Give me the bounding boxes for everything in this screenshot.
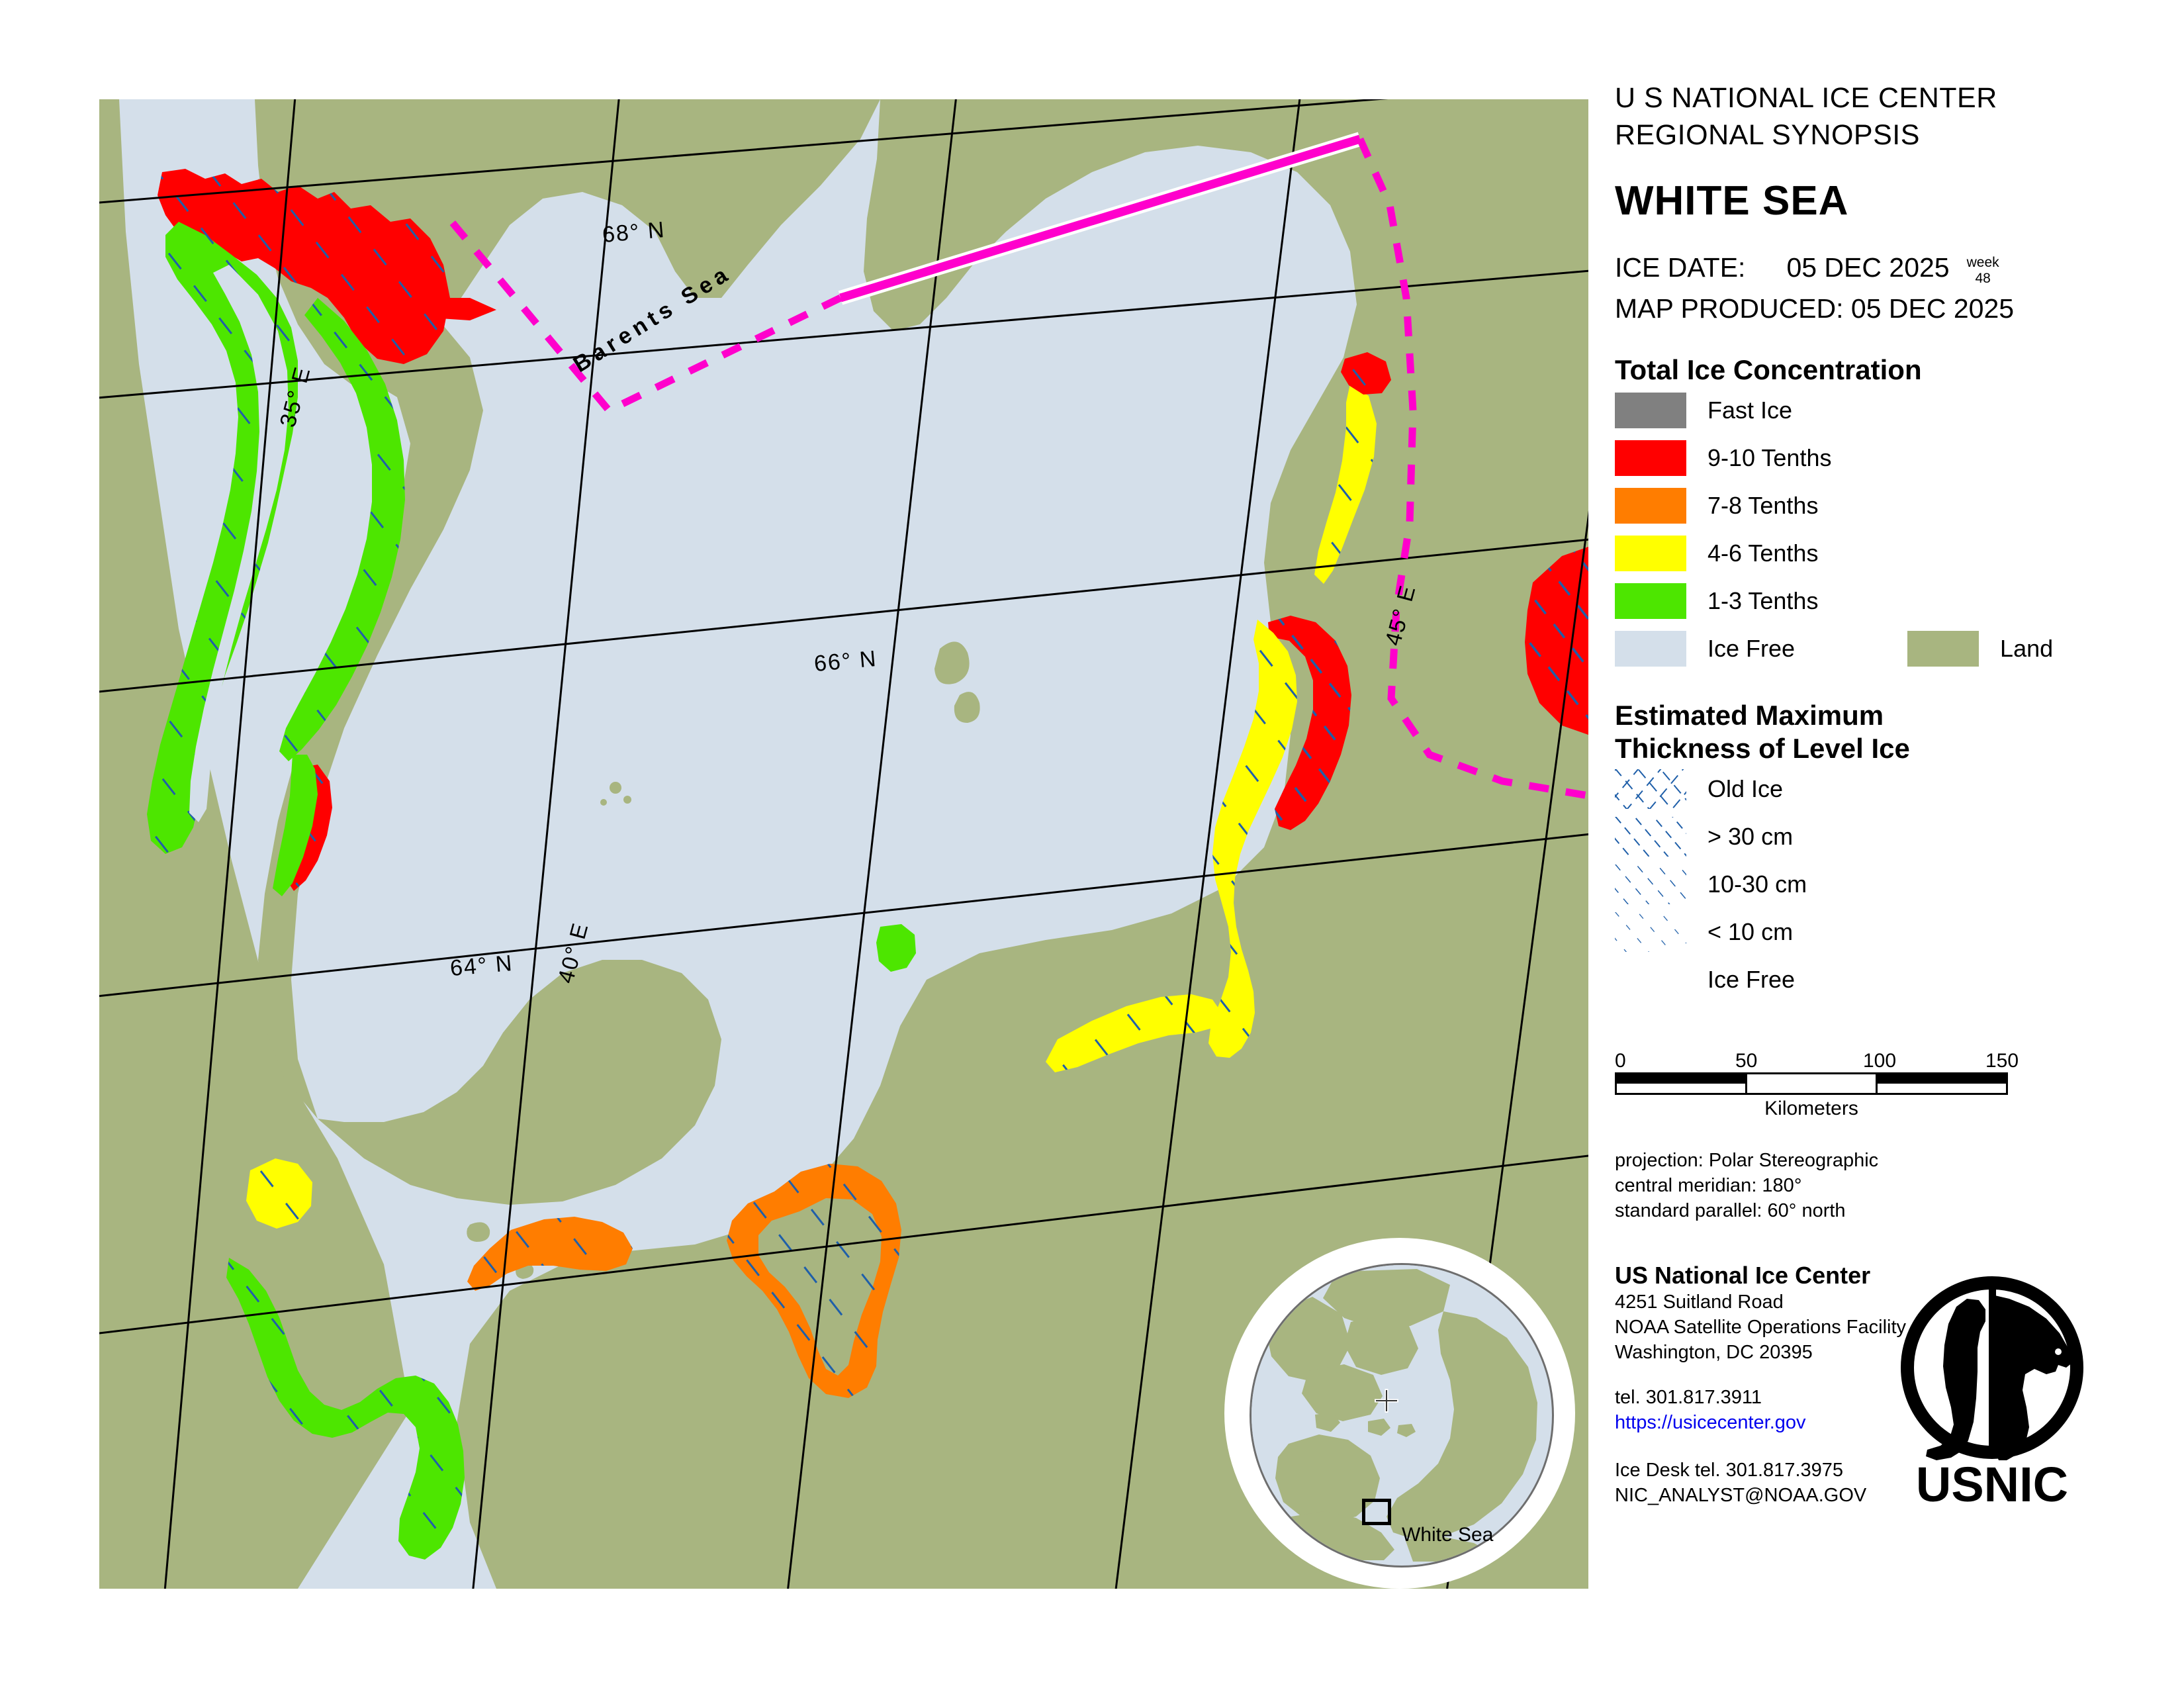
- legend-item-10-30[interactable]: 10-30 cm: [1615, 861, 2158, 908]
- legend-label-9-10: 9-10 Tenths: [1707, 444, 1832, 471]
- legend-item-9-10[interactable]: 9-10 Tenths: [1615, 434, 2158, 482]
- inset-label: White Sea: [1402, 1524, 1494, 1546]
- contact-address-3: Washington, DC 20395: [1615, 1342, 1813, 1363]
- legend-item-thickness-ice-free[interactable]: Ice Free: [1615, 956, 2158, 1004]
- region-boundary: [440, 132, 1588, 800]
- page-title: WHITE SEA: [1615, 178, 1849, 224]
- org-line-2: REGIONAL SYNOPSIS: [1615, 119, 1920, 151]
- week-number: 48: [1975, 271, 1991, 286]
- inset-extent-box: [1362, 1499, 1391, 1525]
- graticule-label-68n: 68° N: [601, 216, 666, 248]
- contact-block: US National Ice Center 4251 Suitland Roa…: [1615, 1262, 2158, 1512]
- hatch-swatch-lt10: [1615, 912, 1686, 952]
- projection-line-3: standard parallel: 60° north: [1615, 1200, 1846, 1221]
- legend-item-1-3[interactable]: 1-3 Tenths: [1615, 577, 2158, 625]
- legend-label-lt10: < 10 cm: [1707, 918, 1794, 945]
- graticule-label-64n: 64° N: [449, 950, 514, 982]
- ice-polygon-east: [1046, 352, 1588, 1072]
- scale-segment-2: [1747, 1074, 1878, 1093]
- hatch-swatch-gt30: [1615, 817, 1686, 857]
- ice-date-label: ICE DATE:: [1615, 252, 1746, 283]
- projection-info: projection: Polar Stereographic central …: [1615, 1148, 2158, 1223]
- legend-label-7-8: 7-8 Tenths: [1707, 492, 1819, 519]
- projection-line-1: projection: Polar Stereographic: [1615, 1150, 1879, 1171]
- hatch-swatch-ice-free: [1615, 960, 1686, 1000]
- legend-label-thickness-ice-free: Ice Free: [1707, 966, 1796, 993]
- ice-polygon-sw-yellow: [246, 1158, 312, 1229]
- legend-item-fast-ice[interactable]: Fast Ice: [1615, 387, 2158, 434]
- week-label: week: [1966, 255, 1999, 270]
- contact-tel: tel. 301.817.3911: [1615, 1387, 1762, 1408]
- legend-item-old-ice[interactable]: Old Ice: [1615, 765, 2158, 813]
- swatch-fast-ice: [1615, 393, 1686, 428]
- map-produced: MAP PRODUCED: 05 DEC 2025: [1615, 293, 2015, 324]
- swatch-1-3: [1615, 583, 1686, 619]
- scale-tick-50: 50: [1735, 1050, 1758, 1072]
- legend-label-1-3: 1-3 Tenths: [1707, 587, 1819, 614]
- scale-segment-3: [1878, 1074, 2006, 1093]
- ice-date-value: 05 DEC 2025: [1786, 252, 1950, 283]
- logo-text: USNIC: [1916, 1457, 2068, 1512]
- hatch-swatch-10-30: [1615, 865, 1686, 904]
- legend-item-4-6[interactable]: 4-6 Tenths: [1615, 530, 2158, 577]
- legend-label-4-6: 4-6 Tenths: [1707, 539, 1819, 567]
- legend-label-ice-free: Ice Free: [1707, 635, 1796, 662]
- scale-bar: [1615, 1072, 2008, 1095]
- scale-tick-150: 150: [1985, 1050, 2019, 1072]
- scale-tick-labels: 0 50 100 150: [1615, 1050, 2158, 1072]
- locator-inset[interactable]: White Sea: [1224, 1238, 1575, 1589]
- legend-label-10-30: 10-30 cm: [1707, 870, 1807, 898]
- ice-polygon-w-red: [273, 755, 332, 896]
- scale-bar-group: 0 50 100 150 Kilometers: [1615, 1050, 2158, 1120]
- logo-circle-icon: [1901, 1276, 2083, 1460]
- swatch-4-6: [1615, 536, 1686, 571]
- inset-globe: [1250, 1263, 1554, 1568]
- scale-units-label: Kilometers: [1764, 1098, 1858, 1119]
- swatch-9-10: [1615, 440, 1686, 476]
- map-canvas[interactable]: 68° N 35° E 66° N 45° E 40° E 64° N Bare…: [99, 99, 1588, 1589]
- hatch-swatch-old-ice: [1615, 769, 1686, 809]
- legend-item-land[interactable]: Land: [1907, 631, 2053, 667]
- map-graphics: [99, 99, 1588, 1589]
- contact-ice-desk: Ice Desk tel. 301.817.3975: [1615, 1460, 1844, 1481]
- contact-name: US National Ice Center: [1615, 1262, 1871, 1289]
- legend-label-old-ice: Old Ice: [1707, 775, 1784, 802]
- graticule-label-66n: 66° N: [813, 645, 878, 677]
- graticule-lines: [99, 99, 1588, 1589]
- ice-polygon-mid-green: [876, 924, 916, 972]
- legend-item-lt10[interactable]: < 10 cm: [1615, 908, 2158, 956]
- ice-date-row: ICE DATE: 05 DEC 2025 week 48: [1615, 252, 2158, 287]
- swatch-7-8: [1615, 488, 1686, 524]
- legend-item-7-8[interactable]: 7-8 Tenths: [1615, 482, 2158, 530]
- ice-polygon-group-nw: [158, 169, 496, 364]
- scale-tick-100: 100: [1863, 1050, 1897, 1072]
- contact-email[interactable]: NIC_ANALYST@NOAA.GOV: [1615, 1485, 1867, 1506]
- legend-label-fast-ice: Fast Ice: [1707, 397, 1793, 424]
- scale-segment-1: [1617, 1074, 1747, 1093]
- map-info-panel: U S NATIONAL ICE CENTER REGIONAL SYNOPSI…: [1615, 79, 2158, 1512]
- scale-tick-0: 0: [1615, 1050, 1626, 1072]
- thickness-legend-title-1: Estimated Maximum: [1615, 700, 1884, 731]
- org-line-1: U S NATIONAL ICE CENTER: [1615, 82, 1997, 114]
- swatch-ice-free: [1615, 631, 1686, 667]
- usnic-logo: USNIC: [1901, 1276, 2083, 1512]
- concentration-legend-title: Total Ice Concentration: [1615, 354, 1922, 385]
- contact-address-2: NOAA Satellite Operations Facility: [1615, 1317, 1907, 1338]
- swatch-land: [1907, 631, 1979, 667]
- contact-url[interactable]: https://usicecenter.gov: [1615, 1412, 1806, 1433]
- legend-item-gt30[interactable]: > 30 cm: [1615, 813, 2158, 861]
- ice-polygon-sw-green: [226, 1258, 465, 1560]
- legend-label-gt30: > 30 cm: [1707, 823, 1794, 850]
- legend-label-land: Land: [2000, 635, 2054, 662]
- thickness-legend-title-2: Thickness of Level Ice: [1615, 733, 1910, 764]
- projection-line-2: central meridian: 180°: [1615, 1175, 1802, 1196]
- legend-item-ice-free[interactable]: Ice Free Land: [1615, 625, 2158, 673]
- contact-address-1: 4251 Suitland Road: [1615, 1291, 1784, 1313]
- week-badge: week 48: [1967, 252, 1999, 287]
